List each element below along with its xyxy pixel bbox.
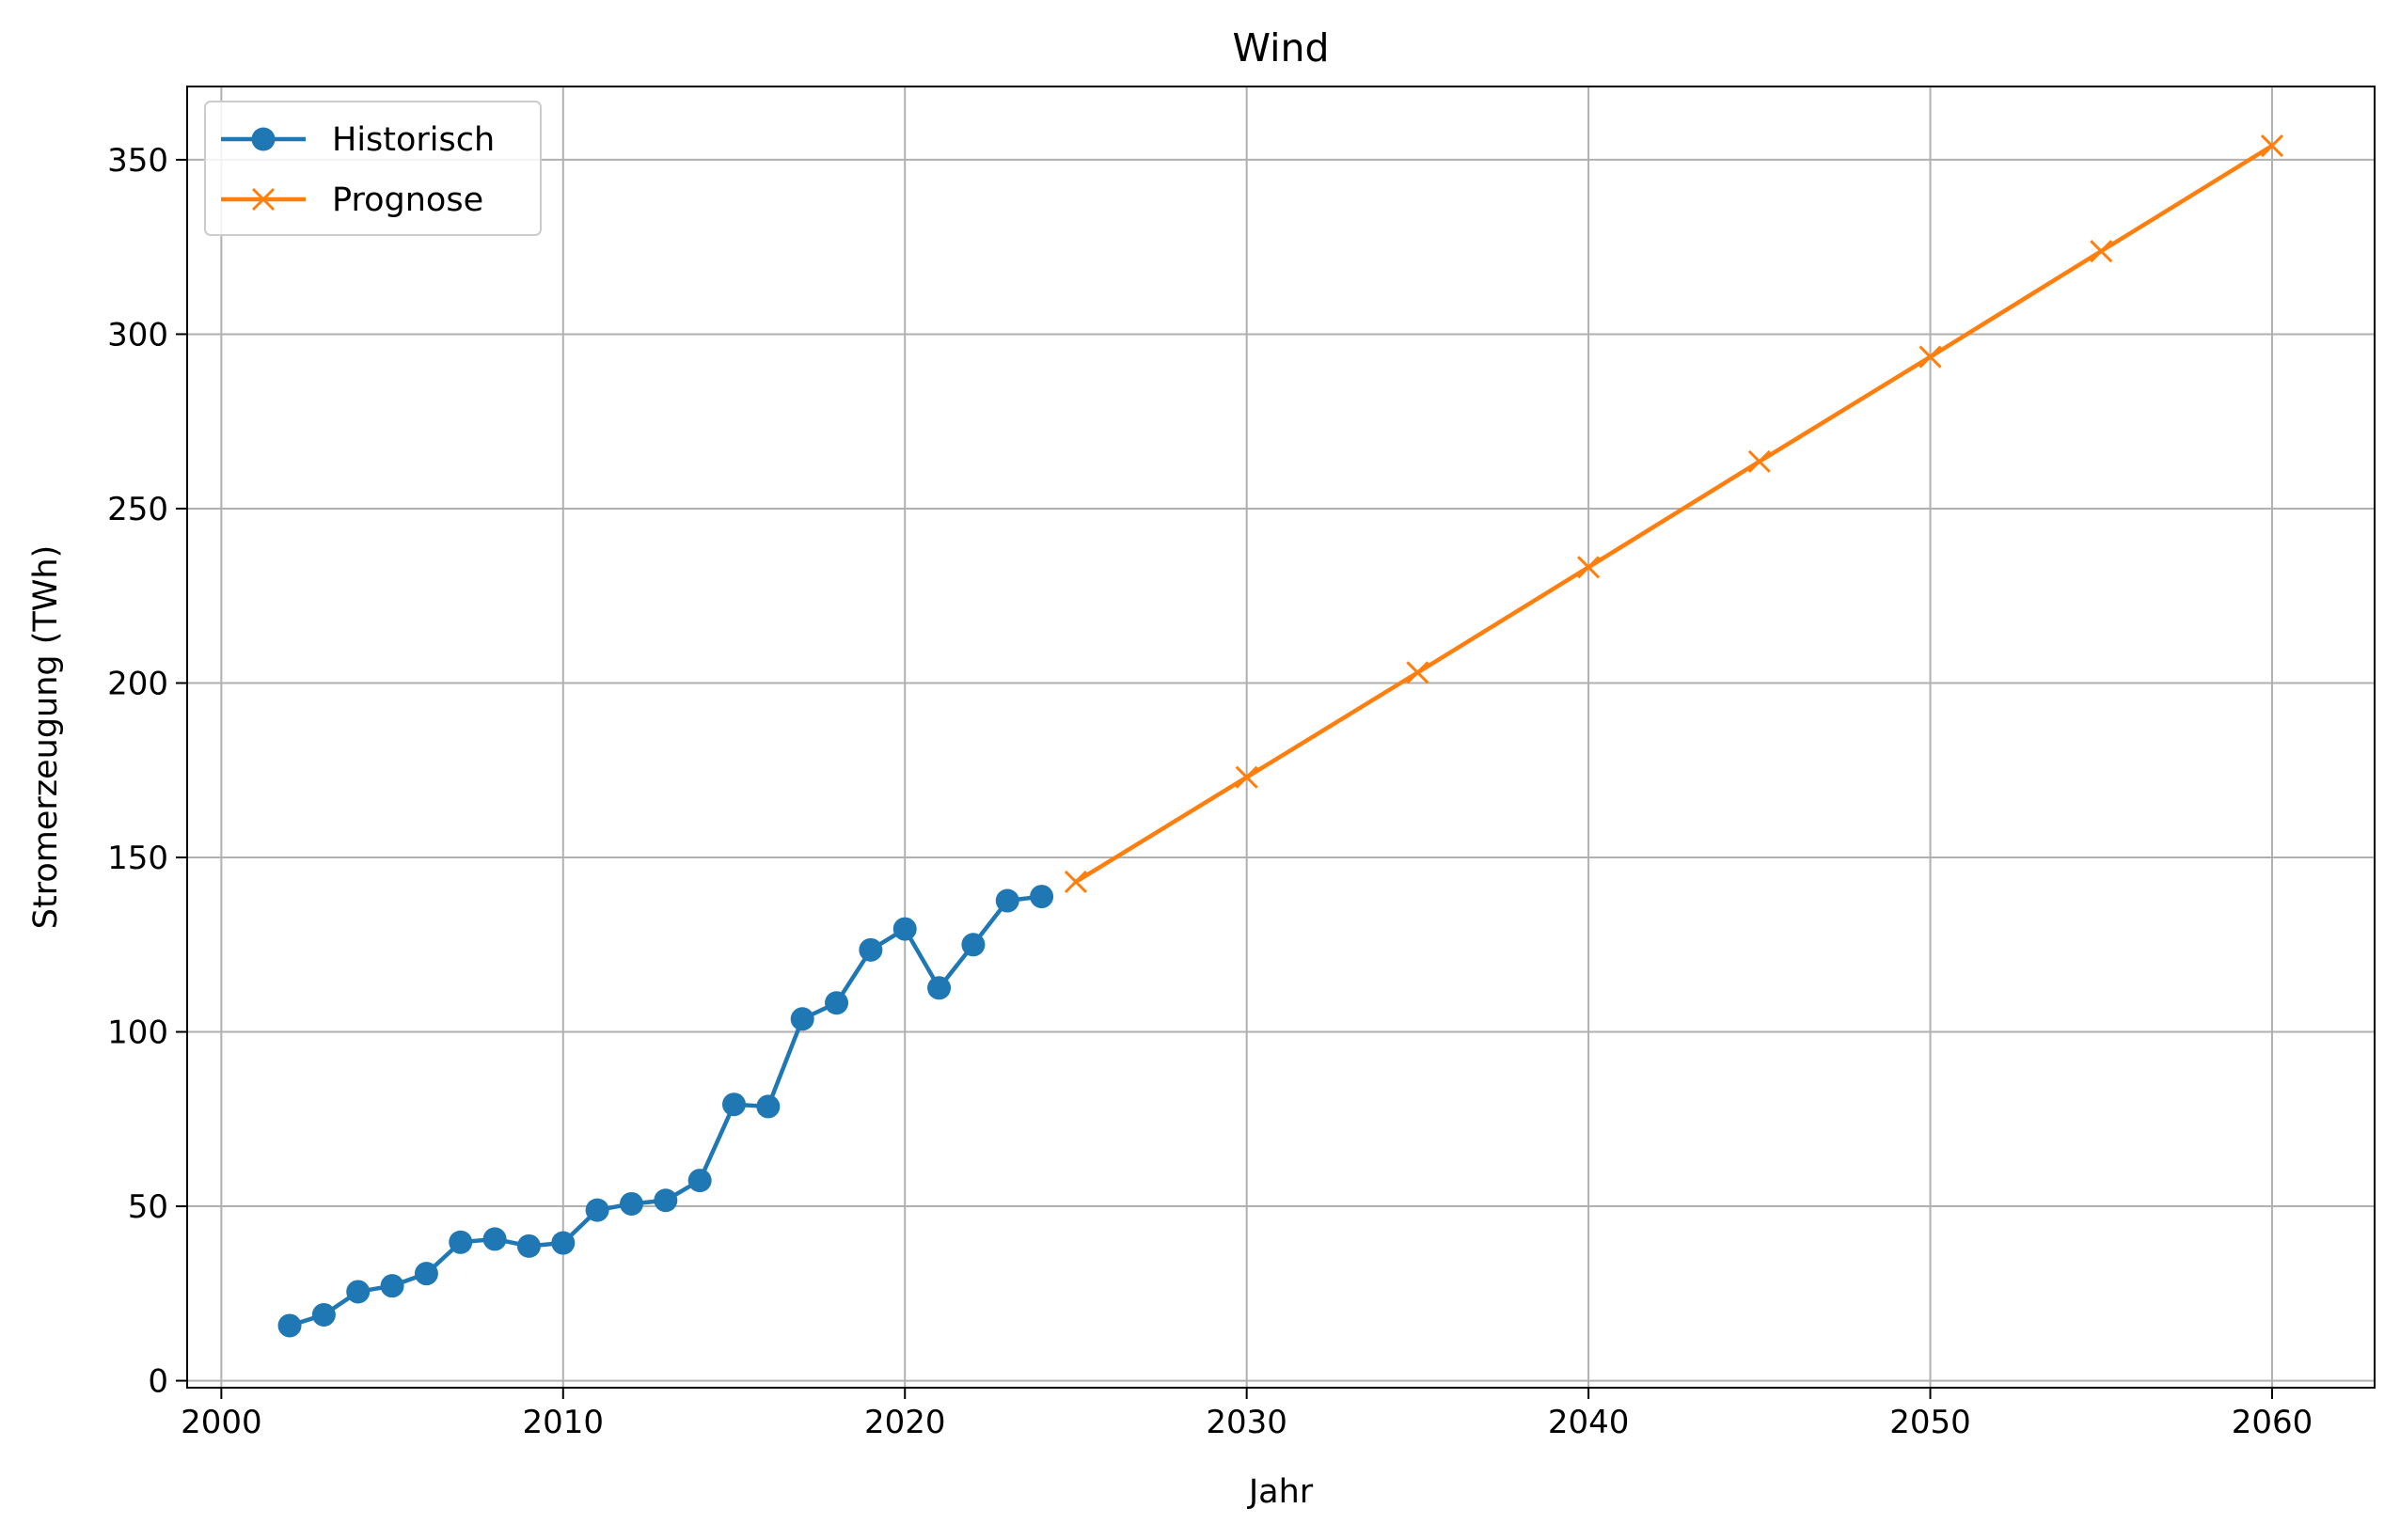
data-point	[654, 1188, 678, 1213]
data-point	[790, 1007, 814, 1031]
data-point	[585, 1198, 609, 1222]
legend-item: Prognose	[221, 181, 483, 219]
data-point	[619, 1191, 643, 1216]
y-tick-label: 300	[107, 316, 168, 354]
legend-item: Historisch	[221, 121, 495, 159]
x-tick-label: 2010	[523, 1404, 605, 1441]
data-point	[311, 1302, 336, 1327]
plot-frame	[186, 86, 2376, 1389]
y-tick-label: 150	[107, 840, 168, 877]
y-axis-label: Stromerzeugung (TWh)	[27, 545, 65, 929]
x-tick-label: 2040	[1548, 1404, 1630, 1441]
data-point	[1918, 345, 1942, 369]
data-point	[449, 1230, 473, 1254]
data-point	[2090, 240, 2113, 263]
data-point	[1064, 870, 1088, 894]
data-point	[859, 937, 883, 962]
x-tick-label: 2030	[1206, 1404, 1287, 1441]
y-tick-label: 0	[148, 1363, 168, 1401]
data-point	[825, 991, 849, 1015]
series-1	[277, 885, 1054, 1338]
data-point	[961, 933, 986, 957]
legend-label: Historisch	[332, 121, 495, 159]
data-point	[1406, 661, 1429, 684]
data-point	[687, 1169, 712, 1193]
data-point	[346, 1280, 371, 1304]
legend-marker	[251, 127, 276, 151]
x-tick-label: 2060	[2232, 1404, 2313, 1441]
y-tick-label: 50	[128, 1188, 168, 1226]
legend-box	[204, 101, 542, 236]
data-point	[551, 1231, 576, 1255]
y-tick-label: 100	[107, 1014, 168, 1052]
x-tick-label: 2020	[864, 1404, 946, 1441]
axis-ticks: 2000 2010 2020 2030 2040 2050 2060 0 50 100 150 200…	[107, 142, 2313, 1441]
data-point	[516, 1234, 541, 1258]
data-point	[414, 1262, 438, 1286]
data-point	[756, 1094, 781, 1119]
y-tick-label: 250	[107, 491, 168, 528]
x-tick-label: 2000	[181, 1404, 262, 1441]
data-point	[482, 1227, 507, 1251]
data-point	[892, 917, 917, 941]
y-tick-label: 200	[107, 665, 168, 702]
series-line	[1074, 144, 2274, 884]
x-axis-label: Jahr	[1247, 1473, 1314, 1511]
data-point	[2260, 134, 2284, 158]
data-point	[380, 1274, 404, 1298]
data-point	[722, 1092, 746, 1117]
y-tick-label: 350	[107, 142, 168, 180]
series-2	[1064, 134, 2284, 894]
grid	[187, 86, 2375, 1388]
data-point	[1235, 765, 1258, 789]
data-point	[1747, 449, 1771, 473]
data-point	[1030, 885, 1054, 909]
legend-label: Prognose	[332, 181, 483, 219]
legend: Historisch Prognose	[204, 101, 542, 236]
data-point	[277, 1313, 302, 1338]
data-point	[1577, 556, 1601, 579]
data-point	[995, 888, 1019, 913]
x-tick-label: 2050	[1889, 1404, 1971, 1441]
chart-title: Wind	[1232, 25, 1329, 71]
plot-series	[277, 134, 2284, 1338]
data-point	[927, 976, 952, 1000]
legend-marker	[251, 187, 276, 212]
